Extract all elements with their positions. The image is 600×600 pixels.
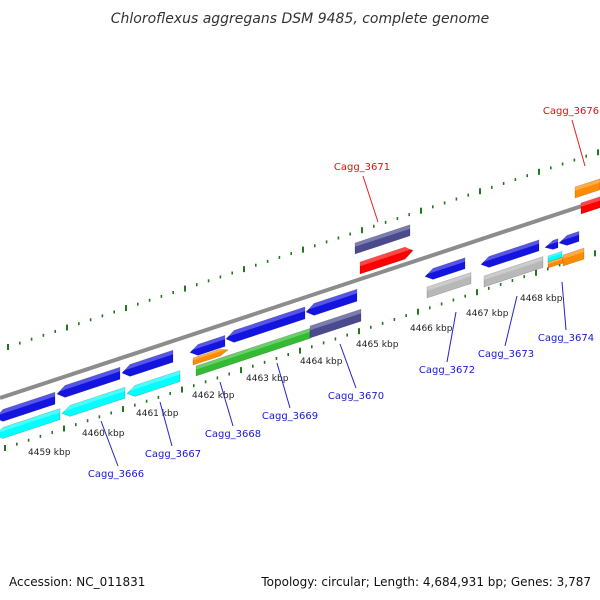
accession-text: Accession: NC_011831 [9, 575, 145, 589]
gene-highlight [310, 309, 361, 331]
gene-highlight [62, 387, 125, 412]
ruler-label: 4465 kbp [356, 340, 399, 350]
gene-arrow[interactable] [126, 370, 181, 397]
gene-highlight [427, 272, 471, 291]
gene-arrow[interactable] [426, 272, 472, 299]
gene-highlight [355, 224, 410, 247]
gene-highlight [545, 238, 558, 247]
gene-leader-line [219, 381, 234, 427]
gene-highlight [360, 244, 413, 267]
gene-arrow[interactable] [547, 250, 563, 263]
gene-leader-line [561, 281, 567, 331]
gene-arrow[interactable] [61, 386, 126, 417]
gene-highlight [484, 256, 543, 280]
genome-backbone [0, 198, 600, 400]
gene-label[interactable]: Cagg_3672 [419, 365, 475, 376]
gene-label[interactable]: Cagg_3669 [262, 411, 318, 422]
genome-summary-text: Topology: circular; Length: 4,684,931 bp… [260, 575, 591, 589]
gene-arrow[interactable] [562, 247, 585, 267]
gene-arrow[interactable] [544, 238, 559, 250]
gene-highlight [196, 328, 310, 370]
gene-highlight [481, 239, 539, 263]
gene-highlight [226, 306, 305, 338]
gene-arrow[interactable] [195, 327, 311, 377]
gene-leader-line [571, 119, 586, 167]
ruler-label: 4460 kbp [82, 429, 125, 439]
gene-highlight [548, 251, 562, 259]
gene-arrow[interactable] [56, 366, 121, 398]
gene-label[interactable]: Cagg_3674 [538, 333, 594, 344]
gene-arrow[interactable] [225, 306, 306, 343]
gene-leader-line [362, 175, 379, 223]
gene-highlight [581, 196, 600, 207]
ruler-label: 4462 kbp [192, 391, 235, 401]
gene-label[interactable]: Cagg_3671 [334, 162, 390, 173]
gene-highlight [425, 257, 465, 275]
gene-label[interactable]: Cagg_3676 [543, 106, 599, 117]
gene-highlight [563, 248, 584, 259]
gene-arrow[interactable] [580, 196, 600, 215]
gene-label[interactable]: Cagg_3673 [478, 349, 534, 360]
gene-highlight [306, 289, 357, 311]
gene-leader-line [100, 420, 119, 467]
gene-highlight [559, 231, 579, 242]
gene-highlight [57, 367, 120, 393]
ruler-label: 4459 kbp [28, 448, 71, 458]
gene-highlight [193, 346, 228, 361]
gene-highlight [575, 178, 600, 191]
ruler-label: 4467 kbp [466, 309, 509, 319]
gene-leader-line [504, 295, 518, 347]
gene-arrow[interactable] [574, 178, 600, 199]
gene-highlight [548, 257, 563, 265]
gene-highlight [190, 335, 225, 351]
gene-arrow[interactable] [424, 257, 466, 280]
gene-arrow[interactable] [189, 334, 226, 356]
gene-highlight [0, 408, 60, 433]
gene-leader-line [446, 311, 457, 363]
gene-arrow[interactable] [309, 308, 362, 339]
gene-arrow[interactable] [359, 246, 414, 275]
ruler-label: 4464 kbp [300, 357, 343, 367]
gene-arrow[interactable] [305, 288, 358, 316]
gene-label[interactable]: Cagg_3668 [205, 429, 261, 440]
gene-label[interactable]: Cagg_3670 [328, 391, 384, 402]
gene-highlight [122, 350, 173, 372]
gene-arrow[interactable] [121, 349, 174, 377]
gene-leader-line [339, 343, 357, 389]
gene-leader-line [276, 362, 291, 409]
gene-leader-line [159, 401, 173, 447]
gene-arrow[interactable] [192, 348, 229, 366]
ruler-label: 4463 kbp [246, 374, 289, 384]
gene-features [0, 178, 600, 439]
gene-arrow[interactable] [0, 408, 61, 439]
gene-arrow[interactable] [354, 224, 411, 255]
ruler-label: 4466 kbp [410, 324, 453, 334]
ruler-labels: 4459 kbp 4460 kbp 4461 kbp 4462 kbp 4463 kbp… [28, 294, 563, 458]
inner-tick-ring [4, 250, 596, 451]
gene-label[interactable]: Cagg_3666 [88, 469, 144, 480]
ruler-label: 4468 kbp [520, 294, 563, 304]
gene-arrow[interactable] [483, 256, 544, 288]
gene-arrow[interactable] [0, 391, 56, 422]
gene-label[interactable]: Cagg_3667 [145, 449, 201, 460]
gene-highlight [0, 392, 55, 415]
outer-tick-ring [7, 149, 599, 350]
gene-highlight [127, 370, 180, 392]
gene-arrow[interactable] [558, 230, 580, 246]
map-title: Chloroflexus aggregans DSM 9485, complet… [111, 11, 490, 27]
gene-arrow[interactable] [480, 239, 540, 268]
ruler-label: 4461 kbp [136, 409, 179, 419]
